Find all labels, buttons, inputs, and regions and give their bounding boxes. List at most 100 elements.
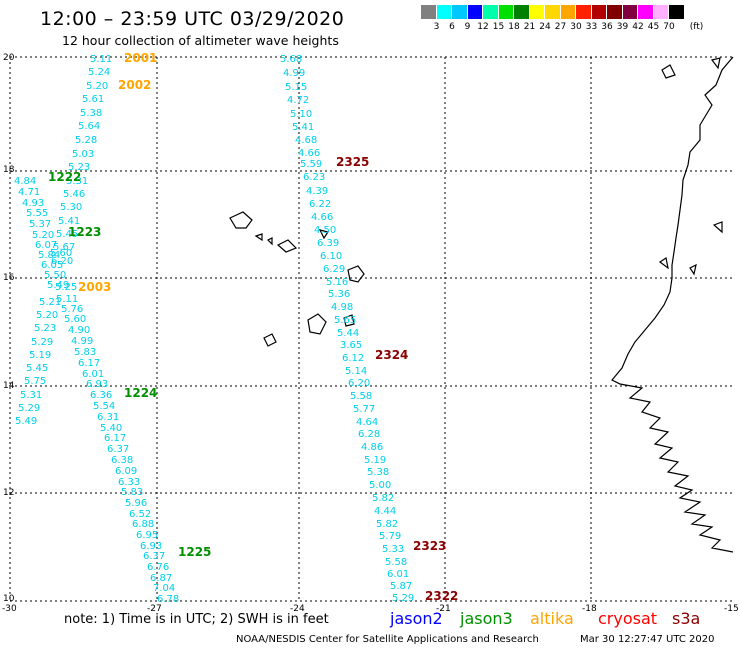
swh-value: 6.20 (348, 378, 370, 389)
swh-value: 6.39 (317, 238, 339, 249)
lat-tick-label: 18 (3, 165, 15, 175)
swh-value: 5.11 (90, 54, 112, 65)
lon-tick-label: -27 (147, 604, 162, 614)
legend-swatch (638, 5, 654, 19)
swh-value: 5.31 (20, 390, 42, 401)
swh-value: 5.33 (382, 544, 404, 555)
swh-value: 3.65 (340, 340, 362, 351)
swh-value: 5.21 (39, 297, 61, 308)
swh-value: 5.82 (372, 493, 394, 504)
legend-swatch (421, 5, 437, 19)
legend-label: 15 (492, 22, 505, 32)
pass-number: 2324 (375, 348, 408, 362)
swh-value: 5.58 (385, 557, 407, 568)
satellite-label-cryosat: cryosat (598, 609, 658, 628)
swh-value: 4.99 (283, 68, 305, 79)
swh-value: 5.29 (392, 593, 414, 604)
swh-value: 6.17 (78, 358, 100, 369)
swh-value: 4.50 (314, 225, 336, 236)
swh-value: 5.76 (61, 304, 83, 315)
swh-value: 5.61 (82, 94, 104, 105)
swh-value: 4.90 (68, 325, 90, 336)
swh-value: 4.98 (331, 302, 353, 313)
lon-tick-label: -30 (2, 604, 17, 614)
legend-swatch (653, 5, 669, 19)
legend-label: 42 (632, 22, 644, 32)
swh-value: 6.28 (358, 429, 380, 440)
swh-value: 5.24 (88, 67, 110, 78)
swh-value: 5.23 (68, 162, 90, 173)
legend-label: 3 (433, 22, 440, 32)
legend-swatch (591, 5, 607, 19)
swh-value: 5.54 (93, 401, 115, 412)
legend-swatch (467, 5, 483, 19)
color-legend: 3 6 9 12 15 18 21 24 27 30 33 36 39 42 45 70 (ft) (421, 5, 704, 33)
pass-number: 1225 (178, 545, 211, 559)
swh-value: 5.45 (26, 363, 48, 374)
swh-value: 7.04 (153, 583, 175, 594)
satellite-label-jason2: jason2 (390, 609, 443, 628)
swh-value: 5.10 (290, 109, 312, 120)
swh-value: 5.38 (80, 108, 102, 119)
swh-value: 5.23 (34, 323, 56, 334)
swh-value: 5.11 (56, 294, 78, 305)
legend-label: 21 (523, 22, 536, 32)
swh-value: 5.00 (369, 480, 391, 491)
swh-value: 5.68 (280, 54, 302, 65)
legend-swatch (436, 5, 452, 19)
pass-number: 2003 (78, 280, 111, 294)
timestamp-text: Mar 30 12:27:47 UTC 2020 (580, 634, 715, 645)
swh-value: 5.25 (55, 282, 77, 293)
swh-value: 6.36 (90, 390, 112, 401)
satellite-label-altika: altika (530, 609, 574, 628)
swh-value: 5.14 (345, 366, 367, 377)
swh-value: 6.93 (140, 541, 162, 552)
swh-value: 5.19 (29, 350, 51, 361)
swh-value: 4.66 (298, 148, 320, 159)
swh-value: 5.60 (50, 248, 72, 259)
swh-value: 4.93 (22, 198, 44, 209)
swh-value: 5.41 (58, 216, 80, 227)
legend-label: 33 (585, 22, 598, 32)
swh-value: 5.67 (53, 242, 75, 253)
legend-label: 6 (449, 22, 455, 32)
lat-tick-label: 10 (3, 594, 15, 604)
swh-value: 5.15 (285, 82, 307, 93)
lon-tick-label: -18 (582, 604, 597, 614)
swh-value: 5.60 (64, 314, 86, 325)
swh-value: 5.30 (60, 202, 82, 213)
legend-label: 45 (647, 22, 660, 32)
pass-number: 2001 (124, 51, 157, 65)
legend-swatch (560, 5, 576, 19)
swh-value: 6.33 (118, 477, 140, 488)
swh-value: 6.76 (147, 562, 169, 573)
swh-value: 4.86 (361, 442, 383, 453)
swh-value: 6.52 (129, 509, 151, 520)
swh-value: 4.84 (14, 176, 36, 187)
swh-value: 5.83 (121, 487, 143, 498)
swh-value: 5.40 (100, 423, 122, 434)
swh-value: 6.01 (82, 369, 104, 380)
swh-value: 6.17 (104, 433, 126, 444)
swh-value: 6.01 (387, 569, 409, 580)
coastline (229, 56, 734, 553)
swh-value: 5.59 (300, 159, 322, 170)
swh-value: 6.78 (157, 594, 179, 605)
legend-swatch (669, 5, 685, 19)
legend-label: 30 (570, 22, 582, 32)
lon-tick-label: -24 (290, 604, 305, 614)
legend-swatch (576, 5, 592, 19)
swh-value: 5.28 (75, 135, 97, 146)
legend-swatch (545, 5, 561, 19)
legend-labels: 3 6 9 12 15 18 21 24 27 30 33 36 39 42 45 70 (ft) (421, 19, 704, 33)
pass-number: 1223 (68, 225, 101, 239)
swh-value: 5.31 (66, 176, 88, 187)
pass-number: 2002 (118, 78, 151, 92)
swh-value: 6.37 (143, 551, 165, 562)
swh-value: 6.93 (86, 379, 108, 390)
swh-value: 6.07 (35, 240, 57, 251)
swh-value: 6.12 (342, 353, 364, 364)
swh-value: 5.29 (31, 337, 53, 348)
pass-number: 1224 (124, 386, 157, 400)
